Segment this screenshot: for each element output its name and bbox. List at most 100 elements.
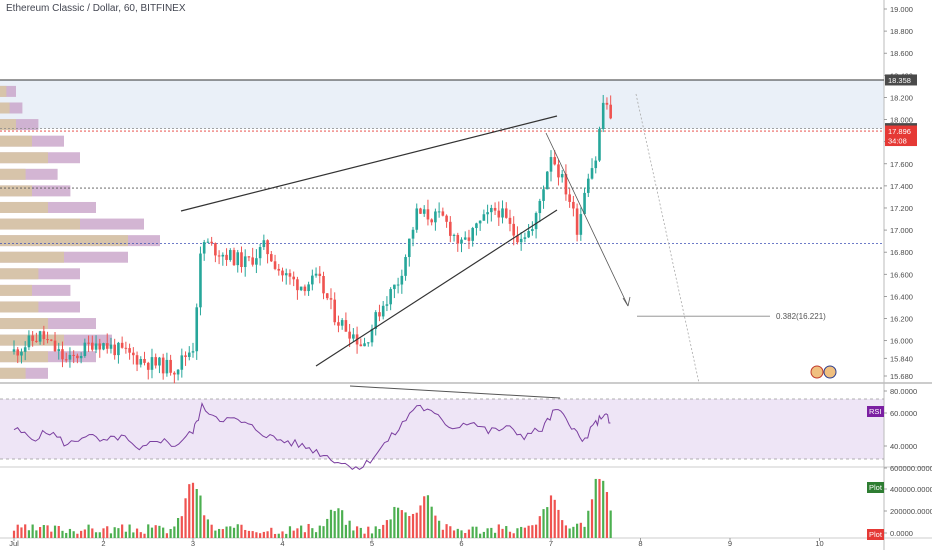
volume-badge-label: Plot [869,530,883,539]
candle-body [292,276,295,280]
volume-bar [471,526,474,538]
candle-body [609,104,612,119]
candle-body [299,286,303,291]
volume-bar [154,525,157,538]
candle-body [120,342,124,348]
candle-body [542,189,545,201]
volume-bar [408,516,411,538]
candle-body [475,223,478,229]
candle-body [139,358,143,365]
candle-body [370,328,374,343]
candle-body [325,293,329,299]
candle-body [158,357,161,366]
candle-body [124,347,128,349]
volume-badge [867,482,884,493]
candle-body [497,210,501,218]
candle-body [419,208,422,214]
volume-bar [94,532,98,538]
volume-profile-bar [0,102,10,114]
candle-body [340,320,344,326]
candle-body [534,213,538,230]
volume-bar [329,509,333,538]
candle-body [187,352,191,357]
time-tick-label: Jul [9,539,19,548]
candle-body [519,238,523,243]
candle-body [83,342,87,356]
price-tick-label: 16.600 [890,270,913,279]
fib-diagonal [635,93,700,384]
candle-body [385,304,389,306]
volume-bar [426,495,430,538]
candle-body [344,320,348,332]
candle-body [240,252,243,267]
volume-bar [493,532,497,538]
candle-body [128,348,131,353]
volume-tick-label: 200000.0000 [890,507,932,516]
candle-body [393,284,396,290]
candle-body [586,178,590,193]
candle-body [150,357,154,370]
volume-bar [363,533,366,538]
candle-body [303,286,307,292]
volume-profile-bar [0,102,23,114]
candle-body [575,208,579,235]
volume-bar [57,525,60,538]
candle-body [601,102,605,129]
volume-bar [438,520,441,538]
volume-badge [867,529,884,540]
rsi-tick-label: 40.0000 [890,442,917,451]
candle-body [173,372,176,375]
candle-body [109,344,113,349]
candle-body [478,220,482,224]
volume-profile-bar [0,152,48,164]
candle-body [501,208,504,218]
volume-bar [251,531,254,538]
candle-body [415,208,419,230]
candle-body [523,237,527,239]
volume-bar [486,528,489,538]
candle-body [407,238,411,258]
volume-bar [337,508,340,538]
price-tick-label: 19.000 [890,5,913,14]
volume-bar [479,533,482,538]
volume-bar [270,527,273,538]
volume-bar [128,524,131,538]
candle-body [195,307,199,352]
candle-body [266,240,269,255]
volume-bar [598,478,601,538]
candle-body [557,164,560,178]
projection-arrow [545,132,629,307]
volume-bar [121,524,124,538]
candle-body [553,157,557,165]
volume-bar [318,525,321,538]
volume-bar [61,530,64,538]
volume-profile-bar [0,168,58,180]
candle-body [452,234,456,236]
candle-body [288,273,292,277]
volume-bar [195,489,198,538]
time-tick-label: 3 [191,539,195,548]
time-tick-label: 6 [459,539,463,548]
volume-bar [68,528,72,538]
volume-bar [199,495,202,538]
volume-bar [542,509,545,538]
candle-body [169,359,172,373]
volume-bar [102,528,105,538]
volume-bar [378,528,381,538]
candle-body [31,335,34,341]
price-badge-label: 17.896 [888,127,911,136]
volume-bar [564,525,568,538]
volume-bar [333,511,336,538]
volume-bar [534,524,538,538]
price-badge-label: 34:08 [888,137,907,146]
price-badge-label: 18.358 [888,76,911,85]
candle-body [594,160,598,169]
volume-bar [307,523,310,538]
volume-bar [87,524,90,538]
volume-bar [191,482,195,538]
volume-bar [218,528,221,538]
volume-bar [292,530,295,538]
volume-bar [605,492,609,538]
